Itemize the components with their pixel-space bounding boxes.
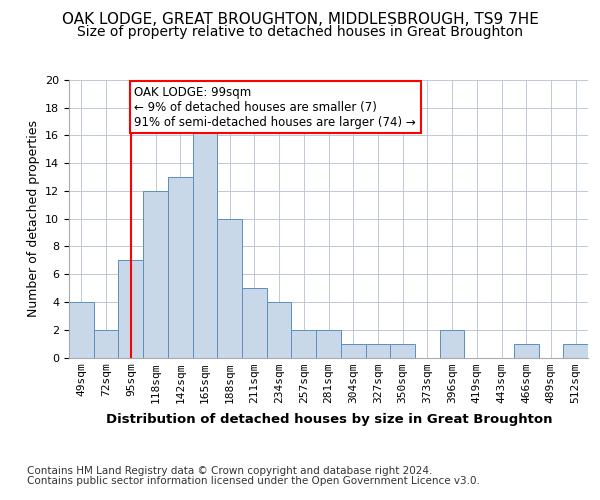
Bar — [316, 330, 341, 357]
Bar — [563, 344, 588, 357]
Bar — [118, 260, 143, 358]
Text: Contains HM Land Registry data © Crown copyright and database right 2024.: Contains HM Land Registry data © Crown c… — [27, 466, 433, 476]
Bar — [292, 330, 316, 357]
Text: Size of property relative to detached houses in Great Broughton: Size of property relative to detached ho… — [77, 25, 523, 39]
Y-axis label: Number of detached properties: Number of detached properties — [26, 120, 40, 318]
Bar — [440, 330, 464, 357]
Bar — [267, 302, 292, 358]
Bar — [514, 344, 539, 357]
Text: Distribution of detached houses by size in Great Broughton: Distribution of detached houses by size … — [106, 412, 552, 426]
Bar — [168, 177, 193, 358]
Text: OAK LODGE: 99sqm
← 9% of detached houses are smaller (7)
91% of semi-detached ho: OAK LODGE: 99sqm ← 9% of detached houses… — [134, 86, 416, 128]
Bar — [94, 330, 118, 357]
Bar — [217, 219, 242, 358]
Bar — [242, 288, 267, 358]
Text: Contains public sector information licensed under the Open Government Licence v3: Contains public sector information licen… — [27, 476, 480, 486]
Bar — [365, 344, 390, 357]
Text: OAK LODGE, GREAT BROUGHTON, MIDDLESBROUGH, TS9 7HE: OAK LODGE, GREAT BROUGHTON, MIDDLESBROUG… — [62, 12, 538, 28]
Bar — [193, 122, 217, 358]
Bar — [143, 191, 168, 358]
Bar — [69, 302, 94, 358]
Bar — [341, 344, 365, 357]
Bar — [390, 344, 415, 357]
